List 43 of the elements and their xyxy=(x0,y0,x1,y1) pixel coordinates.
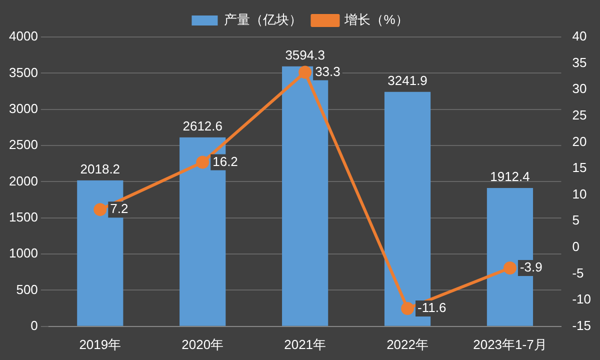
y-tick-label: 4000 xyxy=(9,28,38,44)
x-tick-label: 2022年 xyxy=(386,336,428,352)
data-label: 2612.6 xyxy=(182,118,222,134)
y2-tick-label: 40 xyxy=(572,28,587,44)
x-tick-label: 2020年 xyxy=(182,336,224,352)
y2-tick-label: 30 xyxy=(572,81,587,96)
y2-tick-label: 0 xyxy=(572,239,580,254)
legend-label: 产量（亿块） xyxy=(224,12,302,28)
data-label: 3241.9 xyxy=(388,72,428,88)
y-tick-label: 3000 xyxy=(9,100,38,116)
y-tick-label: 0 xyxy=(30,318,38,333)
y-tick-label: 1500 xyxy=(9,209,38,224)
y2-tick-label: 15 xyxy=(572,160,587,176)
data-label: -3.9 xyxy=(520,260,542,275)
data-label: 3594.3 xyxy=(285,47,325,62)
point xyxy=(401,302,414,316)
x-tick-label: 2021年 xyxy=(284,336,326,352)
y2-tick-label: -5 xyxy=(572,265,584,280)
y2-tick-label: 20 xyxy=(572,134,587,149)
y2-tick-label: 35 xyxy=(572,54,587,70)
legend-label: 增长（%） xyxy=(344,12,408,28)
y-tick-label: 1000 xyxy=(9,246,38,261)
y-tick-label: 3500 xyxy=(9,64,38,80)
x-tick-label: 2023年1-7月 xyxy=(473,336,547,352)
point xyxy=(196,156,210,169)
x-tick-label: 2019年 xyxy=(79,336,122,352)
y-tick-label: 2000 xyxy=(9,173,38,188)
y2-tick-label: 10 xyxy=(572,186,587,202)
y-tick-label: 2500 xyxy=(9,137,38,152)
data-label: 16.2 xyxy=(212,154,238,169)
data-label: 33.3 xyxy=(315,64,340,79)
point xyxy=(503,261,516,274)
data-label: 7.2 xyxy=(110,201,128,216)
y2-tick-label: 25 xyxy=(572,108,587,123)
y2-tick-label: 5 xyxy=(572,212,580,228)
data-label: 1912.4 xyxy=(490,169,530,184)
point xyxy=(298,66,312,79)
y2-tick-label: -10 xyxy=(572,292,592,307)
point xyxy=(94,203,107,216)
y2-tick-label: -15 xyxy=(572,318,592,333)
data-label: 2018.2 xyxy=(80,161,120,176)
data-label: -11.6 xyxy=(418,300,446,316)
y-tick-label: 500 xyxy=(16,282,38,297)
